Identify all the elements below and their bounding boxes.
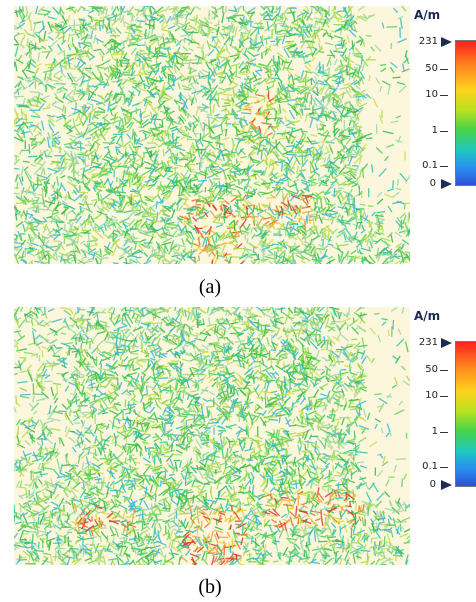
tick-mark: [440, 370, 448, 371]
tick-label: 10: [425, 390, 438, 401]
tick-mark: [440, 396, 448, 397]
tick-mark: [440, 432, 448, 433]
tick-label: 231: [418, 36, 438, 47]
tick-label: 1: [431, 125, 438, 136]
tick-label: 1: [431, 426, 438, 437]
tick-label: 0.1: [422, 461, 438, 472]
surface-current-map-b: [14, 307, 410, 565]
field-map-graphic: [14, 6, 410, 264]
panel-a: A/m 231 50 10 1 0.1 0 (a): [0, 0, 476, 300]
tick-label: 0: [429, 479, 436, 490]
tick-label: 231: [418, 337, 438, 348]
tick-label: 10: [425, 89, 438, 100]
field-map-graphic: [14, 307, 410, 565]
tick-label: 50: [425, 63, 438, 74]
tick-mark: [440, 166, 448, 167]
tick-label: 0.1: [422, 160, 438, 171]
surface-current-map-a: [14, 6, 410, 264]
colorbar: [455, 341, 476, 487]
tick-mark: [440, 467, 448, 468]
unit-label: A/m: [414, 309, 441, 323]
min-arrow-icon: [441, 179, 452, 189]
caption-b: (b): [198, 576, 222, 598]
unit-label: A/m: [414, 8, 441, 22]
max-arrow-icon: [441, 338, 452, 348]
caption-a: (a): [198, 276, 222, 298]
tick-label: 50: [425, 364, 438, 375]
tick-label: 0: [429, 178, 436, 189]
panel-b: A/m 231 50 10 1 0.1 0 (b): [0, 301, 476, 601]
tick-mark: [440, 95, 448, 96]
max-arrow-icon: [441, 37, 452, 47]
min-arrow-icon: [441, 480, 452, 490]
colorbar: [455, 40, 476, 186]
tick-mark: [440, 131, 448, 132]
tick-mark: [440, 69, 448, 70]
